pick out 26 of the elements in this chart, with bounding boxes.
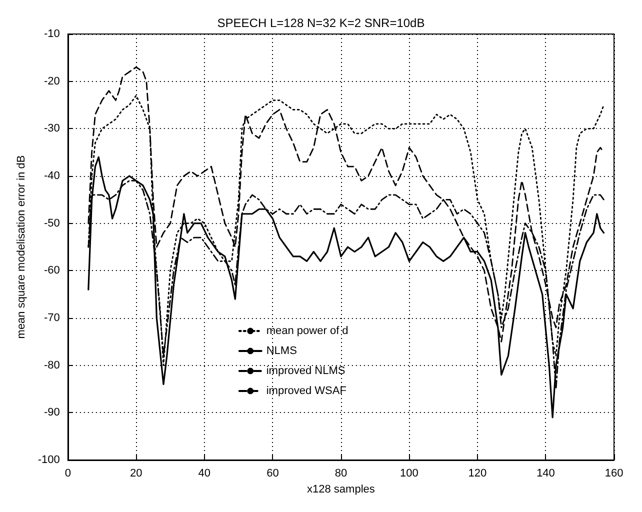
x-tick-label: 100 [400, 468, 418, 480]
y-tick-label: -80 [44, 359, 60, 372]
x-tick-label: 140 [536, 468, 555, 480]
y-tick-label: -40 [44, 170, 60, 182]
x-tick-label: 120 [468, 468, 487, 480]
y-axis-title: mean square modelisation error in dB [16, 155, 28, 339]
x-tick-label: 20 [130, 468, 142, 480]
x-tick-label: 0 [64, 468, 71, 480]
chart-title: SPEECH L=128 N=32 K=2 SNR=10dB [217, 16, 425, 30]
y-tick-label: -30 [44, 122, 60, 135]
y-tick-label: -90 [44, 406, 60, 419]
legend-label: mean power of d [266, 324, 348, 337]
y-tick-label: -70 [44, 312, 60, 324]
x-tick-label: 80 [334, 468, 348, 480]
x-tick-label: 60 [266, 468, 279, 480]
x-tick-label: 160 [604, 468, 624, 480]
legend-label: NLMS [266, 344, 297, 357]
legend-label: improved WSAF [266, 384, 347, 397]
y-tick-label: -50 [44, 217, 60, 230]
y-tick-label: -20 [44, 75, 60, 88]
y-tick-label: -10 [44, 28, 60, 40]
legend-label: improved NLMS [266, 364, 346, 377]
y-tick-label: -60 [44, 264, 60, 277]
x-tick-label: 40 [198, 468, 211, 480]
x-axis-title: x128 samples [307, 483, 376, 496]
y-tick-label: -100 [38, 454, 60, 466]
